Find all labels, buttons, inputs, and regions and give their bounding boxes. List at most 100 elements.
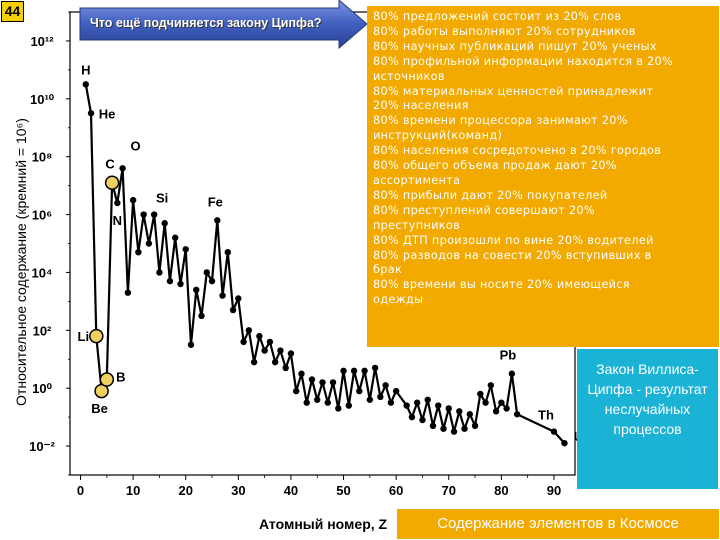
data-point	[492, 408, 500, 415]
fact-line: источников	[373, 69, 445, 83]
fact-line: 80% предложений состоит из 20% слов	[373, 10, 622, 23]
fact-line: 80% работы выполняют 20% сотрудников	[373, 24, 636, 38]
data-point	[319, 379, 326, 386]
y-tick-label: 10⁰	[32, 381, 52, 396]
y-tick-label: 10¹²	[30, 34, 54, 49]
x-tick-label: 30	[231, 483, 245, 498]
data-point	[177, 280, 184, 288]
fact-line: преступников	[373, 218, 461, 232]
data-point	[498, 399, 505, 406]
data-point	[419, 416, 426, 424]
y-tick-label: 10⁶	[32, 208, 52, 223]
y-tick-label: 10⁴	[32, 265, 53, 280]
fact-line: 80% профильной информации находится в 20…	[373, 54, 674, 68]
highlighted-point	[99, 372, 115, 387]
data-point	[145, 240, 153, 247]
element-label: Li	[78, 329, 90, 344]
data-point	[561, 439, 568, 447]
data-point	[345, 402, 353, 409]
data-point	[124, 289, 132, 296]
zipf-examples-panel: 80% предложений состоит из 20% слов 80% р…	[367, 6, 719, 347]
y-tick-label: 10⁸	[32, 150, 53, 165]
element-label: B	[116, 370, 125, 385]
banner-arrow-shape	[79, 0, 368, 50]
data-point	[314, 396, 321, 403]
x-tick-label: 20	[178, 483, 192, 498]
data-point	[292, 387, 300, 395]
question-banner: Что ещё подчиняется закону Ципфа?	[76, 0, 368, 52]
element-label: H	[81, 62, 90, 77]
data-point	[161, 220, 168, 227]
data-point	[256, 332, 263, 340]
element-label: O	[131, 138, 141, 153]
data-point	[377, 393, 384, 401]
data-point	[335, 405, 342, 412]
data-point	[487, 382, 495, 389]
data-point	[114, 199, 121, 207]
data-point	[208, 277, 216, 285]
data-point	[482, 399, 489, 406]
data-point	[350, 367, 358, 375]
fact-line: 80% времени процессора занимают 20%	[373, 114, 628, 128]
highlighted-point	[104, 175, 120, 190]
data-point	[140, 211, 147, 218]
data-point	[435, 402, 442, 409]
abundance-line	[84, 84, 566, 444]
fact-line: 80% населения сосредоточено в 20% городо…	[373, 144, 662, 158]
data-point	[461, 425, 468, 432]
data-point	[471, 422, 479, 430]
x-tick-label: 70	[442, 483, 456, 498]
element-label: Si	[156, 191, 168, 206]
data-point	[456, 408, 463, 415]
data-point	[408, 413, 416, 421]
fact-line: 80% преступлений совершают 20%	[373, 203, 595, 217]
highlighted-point	[89, 328, 104, 344]
data-point	[82, 81, 89, 88]
data-point	[224, 248, 232, 256]
data-point	[119, 165, 126, 172]
element-label: N	[113, 213, 122, 228]
slide-number: 44	[1, 1, 24, 22]
data-point	[235, 295, 242, 302]
data-point	[361, 367, 368, 375]
element-label: C	[105, 157, 115, 172]
chart-axes: 0 10 20 30 40 50 60 70 80 90 10¹² 10¹⁰ 10⁸ 10⁶ 10⁴ 10² 1…	[29, 11, 576, 498]
data-point	[250, 358, 258, 366]
data-point	[303, 399, 310, 406]
data-point	[424, 396, 431, 403]
data-point	[324, 399, 331, 406]
x-tick-label: 90	[547, 483, 561, 498]
element-label: Fe	[208, 194, 223, 209]
data-point	[266, 338, 274, 346]
element-label: He	[99, 106, 116, 121]
fact-line: инструкций(команд)	[373, 129, 503, 143]
fact-line: одежды	[373, 293, 424, 307]
data-point	[261, 347, 268, 354]
x-tick-label: 80	[494, 483, 508, 498]
data-point	[287, 350, 295, 357]
data-point	[371, 364, 379, 372]
data-point	[477, 390, 484, 398]
data-point	[166, 277, 174, 285]
banner-text: Что ещё подчиняется закону Ципфа?	[90, 16, 322, 30]
data-point	[392, 387, 400, 395]
data-point	[187, 341, 195, 348]
fact-line: 80% материальных ценностей принадлежит	[373, 84, 654, 98]
data-point	[440, 425, 447, 432]
data-point	[150, 211, 158, 218]
data-point	[182, 246, 189, 253]
y-tick-label: 10²	[33, 323, 52, 338]
data-point	[387, 399, 395, 406]
fact-line: ассортимента	[373, 173, 461, 187]
data-point	[340, 367, 347, 375]
x-tick-label: 10	[126, 483, 140, 498]
fact-line: 20% населения	[373, 99, 469, 113]
data-point	[245, 327, 253, 334]
fact-line: брак	[373, 263, 403, 277]
zipf-law-box: Закон Виллиса-Ципфа - результат неслучай…	[577, 349, 718, 489]
x-tick-label: 0	[77, 483, 84, 498]
data-point	[129, 196, 137, 204]
data-point	[356, 387, 363, 395]
data-point	[172, 234, 179, 241]
x-tick-label: 40	[284, 483, 298, 498]
